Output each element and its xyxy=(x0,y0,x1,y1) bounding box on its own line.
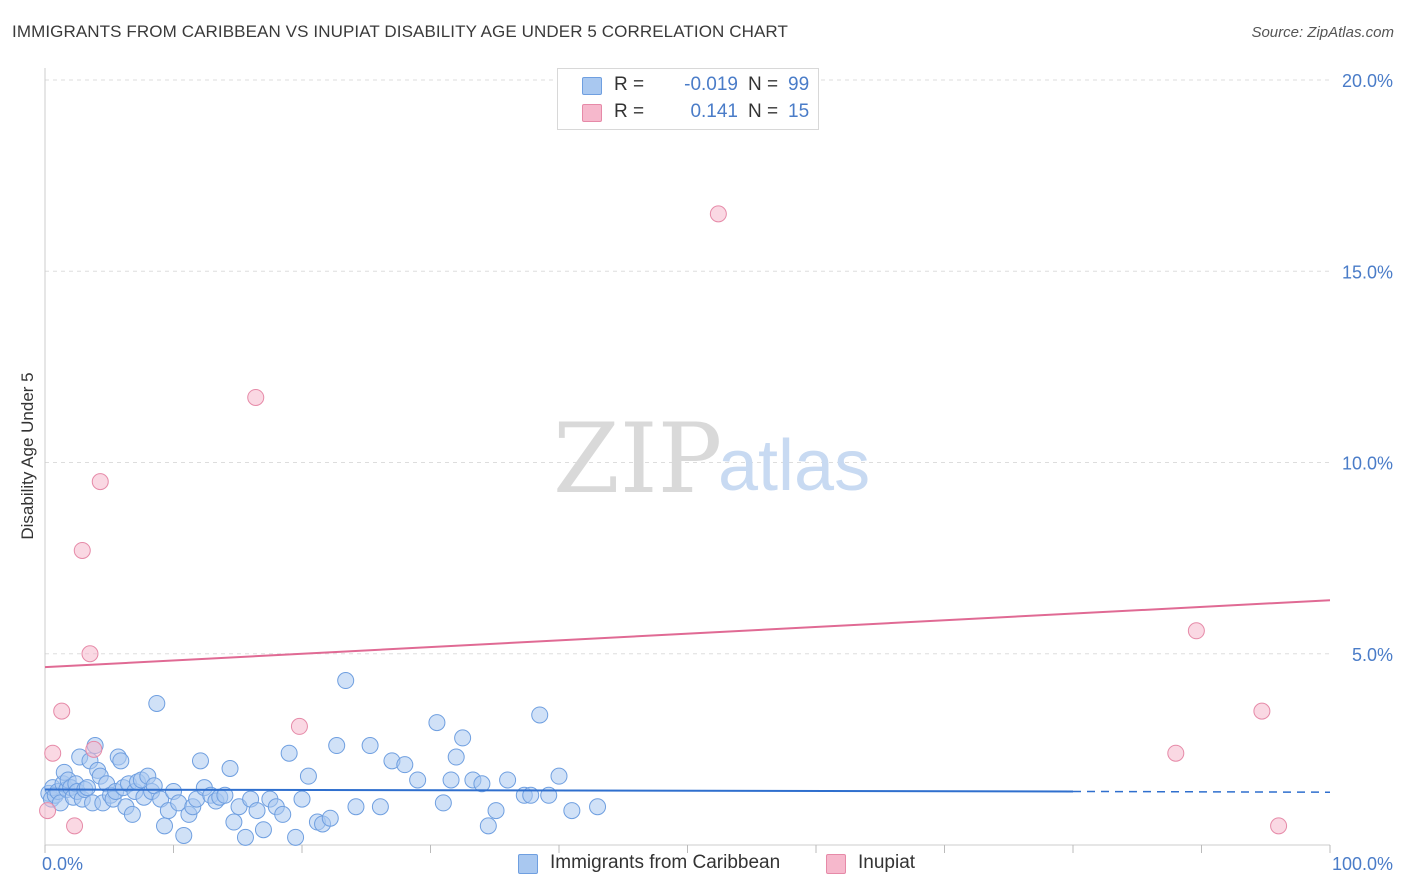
inupiat-point xyxy=(39,802,57,820)
chart-title: IMMIGRANTS FROM CARIBBEAN VS INUPIAT DIS… xyxy=(12,22,788,41)
legend-r-label: R = xyxy=(614,101,645,122)
correlation-legend: R = -0.019 N = 99 R = 0.141 N = 15 xyxy=(557,68,819,130)
x-tick-label: 100.0% xyxy=(1332,854,1393,874)
caribbean-point xyxy=(434,794,452,812)
inupiat-point xyxy=(290,717,308,735)
legend-n-value: 15 xyxy=(788,101,810,122)
caribbean-point xyxy=(175,826,193,844)
legend-n-value: 99 xyxy=(788,74,810,95)
caribbean-point xyxy=(531,706,549,724)
caribbean-point xyxy=(248,802,266,820)
caribbean-point xyxy=(225,813,243,831)
trend-lines xyxy=(44,599,1331,793)
inupiat-point xyxy=(247,388,265,406)
inupiat-point xyxy=(91,473,109,491)
inupiat-trend-line xyxy=(44,599,1331,669)
inupiat-point xyxy=(1253,702,1271,720)
inupiat-point xyxy=(1187,622,1205,640)
axes xyxy=(44,68,1331,853)
legend-swatch-inupiat xyxy=(582,104,602,122)
caribbean-point xyxy=(254,821,272,839)
inupiat-point xyxy=(53,702,71,720)
caribbean-point xyxy=(299,767,317,785)
caribbean-point xyxy=(78,779,96,797)
caribbean-point xyxy=(487,802,505,820)
caribbean-point xyxy=(337,672,355,690)
caribbean-point xyxy=(287,828,305,846)
caribbean-point xyxy=(148,694,166,712)
legend-r-value: -0.019 xyxy=(684,74,738,95)
caribbean-point xyxy=(347,798,365,816)
caribbean-point xyxy=(123,805,141,823)
caribbean-point xyxy=(428,714,446,732)
watermark: ZIP atlas xyxy=(553,403,870,515)
caribbean-trend-extension xyxy=(1072,790,1331,793)
caribbean-point xyxy=(274,805,292,823)
legend-swatch-caribbean xyxy=(518,854,538,874)
inupiat-point xyxy=(1270,817,1288,835)
caribbean-point xyxy=(589,798,607,816)
caribbean-point xyxy=(293,790,311,808)
caribbean-point xyxy=(191,752,209,770)
series-legend: Immigrants from Caribbean Inupiat xyxy=(0,850,1406,878)
caribbean-point xyxy=(371,798,389,816)
legend-label-inupiat: Inupiat xyxy=(858,852,916,873)
caribbean-point xyxy=(321,809,339,827)
caribbean-point xyxy=(236,828,254,846)
x-tick-label: 0.0% xyxy=(42,854,83,874)
caribbean-trend-line xyxy=(44,788,1074,793)
y-tick-label: 15.0% xyxy=(1342,262,1393,282)
legend-r-label: R = xyxy=(614,74,645,95)
caribbean-point xyxy=(499,771,517,789)
legend-swatch-inupiat xyxy=(826,854,846,874)
y-tick-label: 5.0% xyxy=(1352,645,1393,665)
caribbean-point xyxy=(473,775,491,793)
caribbean-point xyxy=(479,817,497,835)
inupiat-point xyxy=(1167,744,1185,762)
caribbean-point xyxy=(112,752,130,770)
inupiat-point xyxy=(44,744,62,762)
caribbean-point xyxy=(216,786,234,804)
caribbean-points xyxy=(40,672,607,846)
y-tick-label: 10.0% xyxy=(1342,454,1393,474)
caribbean-point xyxy=(361,737,379,755)
watermark-zip: ZIP xyxy=(553,403,722,515)
caribbean-point xyxy=(454,729,472,747)
inupiat-point xyxy=(709,205,727,223)
inupiat-point xyxy=(85,740,103,758)
inupiat-points xyxy=(39,205,1288,835)
caribbean-point xyxy=(328,737,346,755)
inupiat-point xyxy=(73,541,91,559)
y-axis-label: Disability Age Under 5 xyxy=(18,372,37,539)
legend-n-label: N = xyxy=(748,74,779,95)
x-tick-labels: 0.0% 100.0% xyxy=(42,854,1393,874)
gridlines xyxy=(45,79,1330,655)
legend-swatch-caribbean xyxy=(582,77,602,95)
source-credit: Source: ZipAtlas.com xyxy=(1251,24,1394,41)
caribbean-point xyxy=(396,756,414,774)
inupiat-point xyxy=(66,817,84,835)
legend-n-label: N = xyxy=(748,101,779,122)
y-tick-label: 20.0% xyxy=(1342,71,1393,91)
caribbean-point xyxy=(550,767,568,785)
caribbean-point xyxy=(409,771,427,789)
caribbean-point xyxy=(447,748,465,766)
legend-label-caribbean: Immigrants from Caribbean xyxy=(550,852,781,873)
caribbean-point xyxy=(280,744,298,762)
legend-r-value: 0.141 xyxy=(690,101,738,122)
caribbean-point xyxy=(156,817,174,835)
caribbean-point xyxy=(563,802,581,820)
y-tick-labels: 5.0% 10.0% 15.0% 20.0% xyxy=(1342,71,1393,665)
caribbean-point xyxy=(221,760,239,777)
inupiat-point xyxy=(81,645,99,663)
caribbean-point xyxy=(442,771,460,789)
watermark-atlas: atlas xyxy=(718,426,870,506)
